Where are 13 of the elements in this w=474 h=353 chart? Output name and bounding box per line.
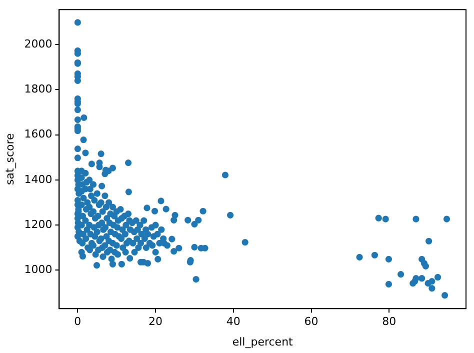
y-tick-label: 1200 xyxy=(24,218,52,231)
y-axis-title: sat_score xyxy=(3,132,16,186)
x-axis-title: ell_percent xyxy=(232,335,294,348)
x-tick-label: 60 xyxy=(304,315,318,328)
y-tick-label: 1000 xyxy=(24,263,52,276)
x-tick-label: 80 xyxy=(382,315,396,328)
x-tick-label: 40 xyxy=(226,315,240,328)
y-tick-label: 1800 xyxy=(24,82,52,96)
x-tick-label: 20 xyxy=(148,315,163,328)
y-tick-label: 2000 xyxy=(24,37,52,50)
y-tick-label: 1600 xyxy=(24,128,52,141)
x-tick-label: 0 xyxy=(74,315,82,328)
y-tick-label: 1400 xyxy=(24,172,52,186)
